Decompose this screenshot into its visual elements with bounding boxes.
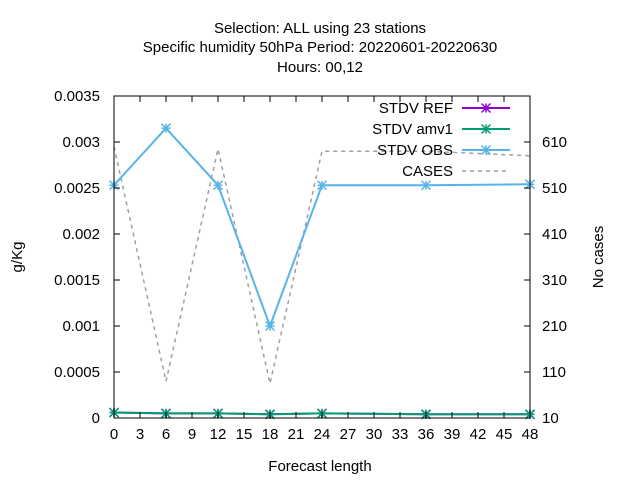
- y2-tick-label: 510: [542, 180, 567, 197]
- legend-label: CASES: [402, 163, 453, 180]
- data-point: [480, 102, 492, 114]
- x-tick-label: 30: [366, 426, 383, 443]
- x-tick-label: 21: [288, 426, 305, 443]
- y-tick-label: 0.002: [62, 226, 100, 243]
- y-tick-label: 0.001: [62, 318, 100, 335]
- x-axis-label: Forecast length: [268, 458, 371, 475]
- series-line-cases: [113, 146, 531, 384]
- y-tick-label: 0.0025: [54, 180, 100, 197]
- y2-tick-label: 310: [542, 272, 567, 289]
- x-tick-label: 6: [162, 426, 170, 443]
- series-layer: [108, 123, 536, 420]
- data-point: [480, 123, 492, 135]
- x-tick-label: 33: [392, 426, 409, 443]
- x-tick-label: 36: [418, 426, 435, 443]
- x-tick-label: 18: [262, 426, 279, 443]
- y-tick-label: 0: [92, 410, 100, 427]
- title: Selection: ALL using 23 stations Specifi…: [143, 20, 497, 76]
- y-tick-label: 0.003: [62, 134, 100, 151]
- y-tick-label: 0.0035: [54, 88, 100, 105]
- x-tick-label: 3: [136, 426, 144, 443]
- x-tick-label: 45: [496, 426, 513, 443]
- y2-tick-label: 10: [542, 410, 559, 427]
- y-axis-label: g/Kg: [9, 242, 26, 273]
- series-line-stdv-obs: [113, 126, 531, 329]
- title-line-2: Specific humidity 50hPa Period: 20220601…: [143, 39, 497, 56]
- data-point: [480, 144, 492, 156]
- data-point: [160, 123, 172, 134]
- data-point: [212, 180, 224, 191]
- y-tick-label: 0.0015: [54, 272, 100, 289]
- title-line-3: Hours: 00,12: [277, 59, 363, 76]
- legend-label: STDV REF: [379, 100, 453, 117]
- x-tick-label: 0: [110, 426, 118, 443]
- y-tick-label: 0.0005: [54, 364, 100, 381]
- legend: STDV REF STDV amv1 STDV OBS CASES: [372, 100, 510, 180]
- x-tick-label: 39: [444, 426, 461, 443]
- x-tick-label: 24: [314, 426, 331, 443]
- x-tick-label: 27: [340, 426, 357, 443]
- title-line-1: Selection: ALL using 23 stations: [214, 20, 426, 37]
- data-point: [264, 320, 276, 332]
- axes-layer: 0 3 6 9 12 15 18 21 24 27 30 33 36 39 42 45 4800.00050.0…: [54, 88, 567, 443]
- y2-tick-label: 610: [542, 134, 567, 151]
- data-point: [420, 180, 432, 191]
- x-tick-label: 42: [470, 426, 487, 443]
- x-tick-label: 12: [210, 426, 227, 443]
- plot-frame: [113, 95, 531, 419]
- legend-label: STDV amv1: [372, 121, 453, 138]
- y2-tick-label: 110: [542, 364, 566, 381]
- y2-tick-label: 210: [542, 318, 567, 335]
- x-tick-label: 9: [188, 426, 196, 443]
- y2-axis-label: No cases: [590, 226, 607, 289]
- x-tick-label: 15: [236, 426, 253, 443]
- x-tick-label: 48: [522, 426, 539, 443]
- data-point: [316, 180, 328, 191]
- y2-tick-label: 410: [542, 226, 567, 243]
- legend-label: STDV OBS: [377, 142, 453, 159]
